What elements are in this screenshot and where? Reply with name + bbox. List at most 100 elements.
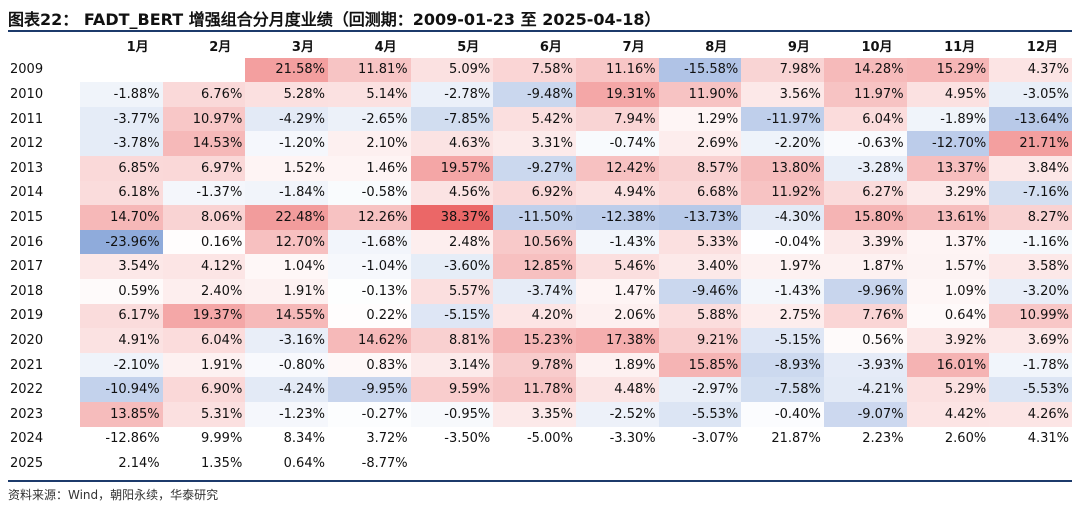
heatmap-cell: 19.31% xyxy=(575,82,659,107)
heatmap-cell: 9.21% xyxy=(658,328,742,353)
heatmap-cell: 19.57% xyxy=(410,155,494,181)
heatmap-cell: 1.89% xyxy=(575,352,659,378)
heatmap-cell xyxy=(989,451,1072,476)
heatmap-cell: 13.85% xyxy=(80,401,163,427)
heatmap-cell: -2.97% xyxy=(658,377,742,402)
heatmap-cell: 5.57% xyxy=(410,278,494,304)
heatmap-cell: 3.54% xyxy=(80,254,163,279)
year-label: 2025 xyxy=(10,455,44,471)
heatmap-cell: -7.16% xyxy=(989,180,1072,206)
heatmap-cell: 15.85% xyxy=(658,352,742,378)
heatmap-cell: 10.56% xyxy=(493,229,576,255)
heatmap-cell: 6.97% xyxy=(162,155,246,181)
heatmap-cell: 6.17% xyxy=(80,303,163,329)
heatmap-cell: 13.80% xyxy=(741,155,824,181)
heatmap-cell: 3.58% xyxy=(989,254,1072,279)
heatmap-cell: 4.42% xyxy=(906,401,990,427)
heatmap-cell: 21.58% xyxy=(245,57,328,83)
heatmap-cell: -1.43% xyxy=(575,229,659,255)
heatmap-cell: 11.16% xyxy=(575,57,659,83)
heatmap-cell xyxy=(493,451,576,476)
heatmap-cell: -3.16% xyxy=(245,328,328,353)
heatmap-cell: -5.53% xyxy=(989,377,1072,402)
heatmap-cell: -13.64% xyxy=(989,106,1072,132)
heatmap-cell: 2.75% xyxy=(741,303,824,329)
heatmap-cell: -0.80% xyxy=(245,352,328,378)
year-row: 2021 -2.10% 1.91% -0.80% 0.83% 3.14% 9.78% 1.89… xyxy=(8,352,1072,378)
heatmap-cell: -1.43% xyxy=(741,278,824,304)
heatmap-cell: 12.42% xyxy=(575,155,659,181)
heatmap-cell xyxy=(659,451,742,476)
heatmap-cell: -1.23% xyxy=(245,401,328,427)
heatmap-cell: 1.91% xyxy=(162,352,246,378)
heatmap-cell: -1.04% xyxy=(327,254,411,279)
heatmap-cell xyxy=(824,451,907,476)
heatmap-cell: 1.57% xyxy=(906,254,990,279)
heatmap-cell: -1.84% xyxy=(245,180,328,206)
heatmap-cell: -3.78% xyxy=(80,131,163,156)
heatmap-cell: 14.55% xyxy=(245,303,328,329)
heatmap-cell: 11.90% xyxy=(658,82,742,107)
heatmap-cell: 6.18% xyxy=(80,180,163,206)
heatmap-cell: -9.96% xyxy=(823,278,907,304)
year-label: 2016 xyxy=(10,234,44,250)
heatmap-cell: 2.69% xyxy=(658,131,742,156)
year-row: 2016 -23.96% 0.16% 12.70% -1.68% 2.48% 10.56% -… xyxy=(8,229,1072,255)
heatmap-cell: 6.76% xyxy=(162,82,246,107)
heatmap-cell: 2.14% xyxy=(118,455,160,471)
heatmap-cell: -3.30% xyxy=(609,431,656,447)
heatmap-cell: 1.91% xyxy=(245,278,328,304)
heatmap-cell: 0.64% xyxy=(906,303,990,329)
heatmap-cell: 3.92% xyxy=(906,328,990,353)
heatmap-cell: -3.74% xyxy=(493,278,576,304)
heatmap-cell: 5.29% xyxy=(906,377,990,402)
heatmap-cell: 6.04% xyxy=(823,106,907,132)
heatmap-cell: 5.88% xyxy=(658,303,742,329)
heatmap-cell: 3.56% xyxy=(741,82,824,107)
heatmap-cell: 0.16% xyxy=(162,229,246,255)
year-label: 2012 xyxy=(10,136,44,152)
heatmap-cell: -13.73% xyxy=(658,205,742,230)
heatmap-cell xyxy=(80,58,163,83)
heatmap-cell: -5.00% xyxy=(526,431,573,447)
heatmap-cell: -4.24% xyxy=(245,377,328,402)
month-header: 12月 xyxy=(1026,39,1058,55)
year-row: 2015 14.70% 8.06% 22.48% 12.26% 38.37% -11.50%… xyxy=(8,205,1072,230)
heatmap-cell: 12.26% xyxy=(327,205,411,230)
heatmap-cell xyxy=(163,58,246,83)
heatmap-cell xyxy=(741,451,824,476)
heatmap-cell: 6.04% xyxy=(162,328,246,353)
heatmap-cell: -1.20% xyxy=(245,131,328,156)
heatmap-cell: -0.13% xyxy=(327,278,411,304)
heatmap-cell: 4.20% xyxy=(493,303,576,329)
heatmap-cell: 2.48% xyxy=(410,229,494,255)
heatmap-cell: 9.78% xyxy=(493,352,576,378)
heatmap-cell: 9.99% xyxy=(201,431,243,447)
heatmap-cell: -1.16% xyxy=(989,229,1072,255)
heatmap-cell: 1.87% xyxy=(823,254,907,279)
heatmap-cell: -23.96% xyxy=(80,229,163,255)
year-label: 2014 xyxy=(10,185,44,201)
header-corner xyxy=(8,33,80,58)
source-note: 资料来源：Wind，朝阳永续，华泰研究 xyxy=(8,488,219,502)
monthly-returns-heatmap: 1月 2月 3月 4月 5月 6月 7月 8月 9月 10月 11月 12月 2009 21.58% 11… xyxy=(8,33,1072,476)
heatmap-cell: 12.85% xyxy=(493,254,576,279)
heatmap-cell: 0.64% xyxy=(283,455,325,471)
year-row: 2022 -10.94% 6.90% -4.24% -9.95% 9.59% 11.78% 4… xyxy=(8,377,1072,402)
month-header: 8月 xyxy=(705,39,728,55)
heatmap-cell: 2.10% xyxy=(327,131,411,156)
bottom-rule xyxy=(8,480,1072,482)
year-row: 2010 -1.88% 6.76% 5.28% 5.14% -2.78% -9.48% 19.… xyxy=(8,82,1072,107)
heatmap-cell: 6.68% xyxy=(658,180,742,206)
heatmap-cell: 15.80% xyxy=(823,205,907,230)
heatmap-cell: 4.37% xyxy=(989,57,1072,83)
heatmap-cell: -3.20% xyxy=(989,278,1072,304)
year-row: 2009 21.58% 11.81% 5.09% 7.58% 11.16% -15.58% 7… xyxy=(8,57,1072,83)
heatmap-cell: 1.97% xyxy=(741,254,824,279)
heatmap-cell: -0.04% xyxy=(741,229,824,255)
heatmap-cell: 2.40% xyxy=(162,278,246,304)
heatmap-cell: -1.89% xyxy=(906,106,990,132)
heatmap-cell: 6.90% xyxy=(162,377,246,402)
heatmap-cell: 15.23% xyxy=(493,328,576,353)
heatmap-cell: -3.50% xyxy=(444,431,491,447)
